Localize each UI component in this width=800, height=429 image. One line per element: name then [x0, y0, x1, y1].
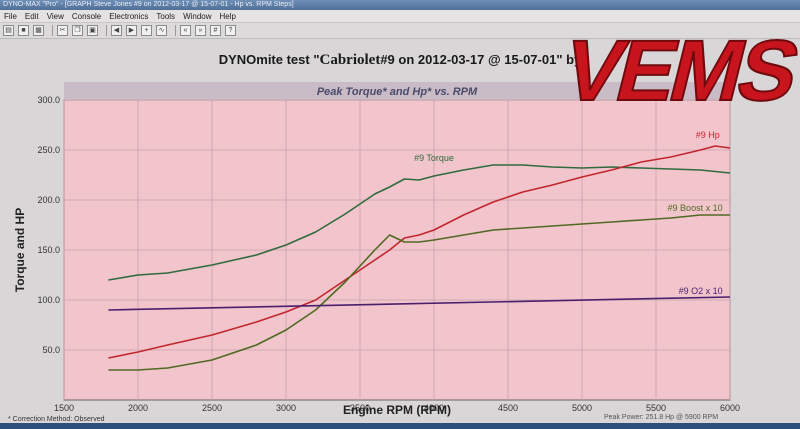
x-tick-label: 4000 [424, 403, 444, 413]
vems-logo: VEMS [553, 22, 798, 118]
menu-file[interactable]: File [4, 11, 17, 21]
save-icon[interactable]: ■ [18, 25, 29, 36]
page-title: DYNOmite test "Cabriolet#9 on 2012-03-17… [0, 52, 800, 69]
peak-power-note: Peak Power: 251.8 Hp @ 5900 RPM [604, 414, 719, 421]
x-tick-label: 5000 [572, 403, 592, 413]
zoom-icon[interactable]: + [141, 25, 152, 36]
menu-console[interactable]: Console [71, 11, 102, 21]
x-tick-label: 1500 [54, 403, 74, 413]
menu-bar: File Edit View Console Electronics Tools… [0, 10, 800, 23]
x-tick-label: 3500 [350, 403, 370, 413]
graph-icon[interactable]: ∿ [156, 25, 167, 36]
x-tick-label: 6000 [720, 403, 740, 413]
cut-icon[interactable]: ✂ [57, 25, 68, 36]
y-tick-label: 50.0 [42, 345, 60, 355]
paste-icon[interactable]: ▣ [87, 25, 98, 36]
series-line-2 [108, 145, 731, 359]
copy-icon[interactable]: ❐ [72, 25, 83, 36]
series-label-1: #9 Torque [414, 153, 454, 163]
menu-tools[interactable]: Tools [156, 11, 176, 21]
toolbar-separator [52, 25, 53, 36]
x-tick-label: 4500 [498, 403, 518, 413]
window-title: DYNO-MAX "Pro" - [GRAPH Steve Jones #9 o… [3, 1, 294, 8]
taskbar [0, 423, 800, 429]
forward-icon[interactable]: ▶ [126, 25, 137, 36]
title-suffix: #9 on 2012-03-17 @ 15-07-01" by [380, 52, 582, 67]
subtitle-band [64, 82, 730, 99]
last-icon[interactable]: » [195, 25, 206, 36]
menu-edit[interactable]: Edit [24, 11, 39, 21]
series-label-4: #9 O2 x 10 [679, 286, 723, 296]
y-tick-label: 250.0 [37, 145, 60, 155]
logo-text: VEMS [554, 22, 798, 118]
x-axis-label: Engine RPM (RPM) [343, 403, 451, 417]
y-tick-label: 300.0 [37, 95, 60, 105]
series-line-3 [108, 214, 730, 371]
title-name: Cabriolet [319, 52, 381, 68]
series-label-3: #9 Boost x 10 [668, 203, 723, 213]
menu-view[interactable]: View [46, 11, 64, 21]
correction-note: * Correction Method: Observed [8, 416, 105, 423]
window-titlebar: DYNO-MAX "Pro" - [GRAPH Steve Jones #9 o… [0, 0, 800, 10]
toolbar-separator [106, 25, 107, 36]
y-tick-label: 150.0 [37, 245, 60, 255]
y-tick-label: 100.0 [37, 295, 60, 305]
x-tick-label: 2500 [202, 403, 222, 413]
grid-icon[interactable]: # [210, 25, 221, 36]
first-icon[interactable]: « [180, 25, 191, 36]
y-tick-label: 200.0 [37, 195, 60, 205]
x-tick-label: 5500 [646, 403, 666, 413]
menu-help[interactable]: Help [219, 11, 236, 21]
back-icon[interactable]: ◀ [111, 25, 122, 36]
series-label-2: #9 Hp [696, 130, 720, 140]
x-tick-label: 2000 [128, 403, 148, 413]
toolbar-separator [175, 25, 176, 36]
x-tick-label: 3000 [276, 403, 296, 413]
print-icon[interactable]: ▦ [33, 25, 44, 36]
menu-electronics[interactable]: Electronics [109, 11, 149, 21]
series-line-4 [108, 296, 731, 311]
toolbar: ▤ ■ ▦ ✂ ❐ ▣ ◀ ▶ + ∿ « » # ? [0, 23, 800, 39]
chart-subtitle: Peak Torque* and Hp* vs. RPM [317, 86, 478, 98]
title-prefix: DYNOmite test " [218, 52, 320, 67]
help-icon[interactable]: ? [225, 25, 236, 36]
open-icon[interactable]: ▤ [3, 25, 14, 36]
y-axis-label: Torque and HP [13, 208, 27, 292]
menu-window[interactable]: Window [183, 11, 212, 21]
